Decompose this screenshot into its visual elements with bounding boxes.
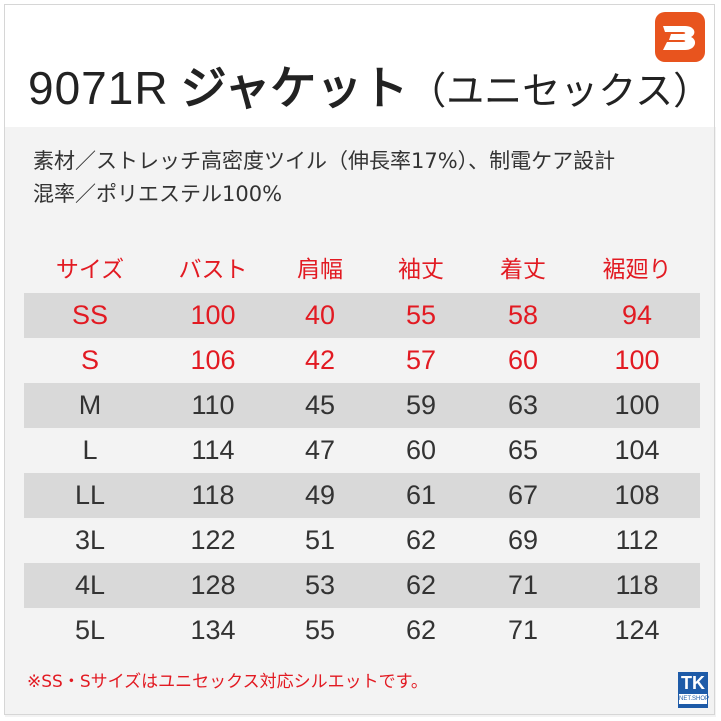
cell-shoulder: 40 (304, 300, 336, 330)
table-row: S 106 42 57 60 100 (24, 338, 700, 383)
cell-size: 3L (74, 525, 106, 555)
cell-shoulder: 51 (304, 525, 336, 555)
cell-shoulder: 42 (304, 345, 336, 375)
cell-bust: 110 (191, 390, 235, 420)
cell-bust: 118 (191, 480, 235, 510)
cell-sleeve: 55 (405, 300, 437, 330)
product-subtitle: （ユニセックス） (408, 69, 712, 113)
tk-netshop-logo-icon: TK NET.SHOP (678, 672, 710, 708)
header (5, 5, 716, 127)
blend-ratio: 混率／ポリエステル100% (33, 182, 283, 206)
cell-bust: 122 (190, 525, 236, 555)
header-shoulder: 肩幅 (297, 257, 343, 283)
cell-sleeve: 62 (405, 525, 437, 555)
cell-shoulder: 47 (304, 435, 336, 465)
header-sleeve: 袖丈 (398, 257, 444, 283)
cell-shoulder: 49 (304, 480, 336, 510)
cell-size: SS (71, 300, 109, 330)
netshop-label: NET.SHOP (679, 694, 710, 704)
cell-hem: 94 (621, 300, 653, 330)
cell-shoulder: 55 (304, 615, 336, 645)
table-row: LL 118 49 61 67 108 (24, 473, 700, 518)
cell-sleeve: 60 (405, 435, 437, 465)
cell-sleeve: 61 (405, 480, 437, 510)
cell-hem: 118 (615, 570, 659, 600)
cell-length: 69 (507, 525, 539, 555)
header-bust: バスト (178, 257, 248, 283)
cell-hem: 100 (614, 390, 660, 420)
model-number: 9071R (28, 62, 169, 114)
header-hem: 裾廻り (602, 257, 672, 283)
cell-hem: 100 (614, 345, 660, 375)
cell-hem: 104 (614, 435, 660, 465)
table-row: L 114 47 60 65 104 (24, 428, 700, 473)
cell-hem: 108 (614, 480, 660, 510)
cell-bust: 100 (190, 300, 236, 330)
table-row: M 110 45 59 63 100 (24, 383, 700, 428)
cell-sleeve: 62 (405, 570, 437, 600)
size-table: サイズ バスト 肩幅 袖丈 着丈 裾廻り SS 100 40 55 58 94 … (24, 248, 700, 653)
page-frame (4, 4, 715, 715)
cell-length: 65 (507, 435, 539, 465)
cell-shoulder: 45 (304, 390, 336, 420)
cell-length: 60 (507, 345, 539, 375)
table-row: SS 100 40 55 58 94 (24, 293, 700, 338)
cell-shoulder: 53 (304, 570, 336, 600)
cell-hem: 112 (615, 525, 659, 555)
cell-size: 5L (74, 615, 106, 645)
table-row: 4L 128 53 62 71 118 (24, 563, 700, 608)
cell-length: 71 (507, 570, 539, 600)
table-header-row: サイズ バスト 肩幅 袖丈 着丈 裾廻り (24, 248, 700, 293)
material-spec: 素材／ストレッチ高密度ツイル（伸長率17%）、制電ケア設計 (33, 149, 616, 173)
cell-size: L (82, 435, 98, 465)
cell-size: 4L (74, 570, 106, 600)
cell-sleeve: 57 (405, 345, 437, 375)
size-note: ※SS・Sサイズはユニセックス対応シルエットです。 (27, 672, 428, 692)
cell-size: S (80, 345, 99, 375)
table-row: 5L 134 55 62 71 124 (24, 608, 700, 653)
cell-length: 58 (507, 300, 539, 330)
cell-bust: 128 (190, 570, 236, 600)
cell-sleeve: 59 (405, 390, 437, 420)
header-size: サイズ (55, 257, 125, 283)
cell-size: LL (74, 480, 106, 510)
product-name: ジャケット (180, 61, 409, 115)
cell-bust: 114 (191, 435, 235, 465)
cell-length: 63 (507, 390, 539, 420)
cell-bust: 106 (190, 345, 236, 375)
header-length: 着丈 (500, 257, 546, 283)
cell-length: 71 (507, 615, 539, 645)
cell-sleeve: 62 (405, 615, 437, 645)
tk-mark: TK (681, 673, 705, 693)
cell-hem: 124 (614, 615, 660, 645)
burtle-b-logo-icon (655, 12, 705, 62)
cell-bust: 134 (190, 615, 236, 645)
page-title: 9071R ジャケット（ユニセックス） (28, 58, 711, 121)
cell-length: 67 (507, 480, 539, 510)
table-row: 3L 122 51 62 69 112 (24, 518, 700, 563)
cell-size: M (78, 390, 102, 420)
